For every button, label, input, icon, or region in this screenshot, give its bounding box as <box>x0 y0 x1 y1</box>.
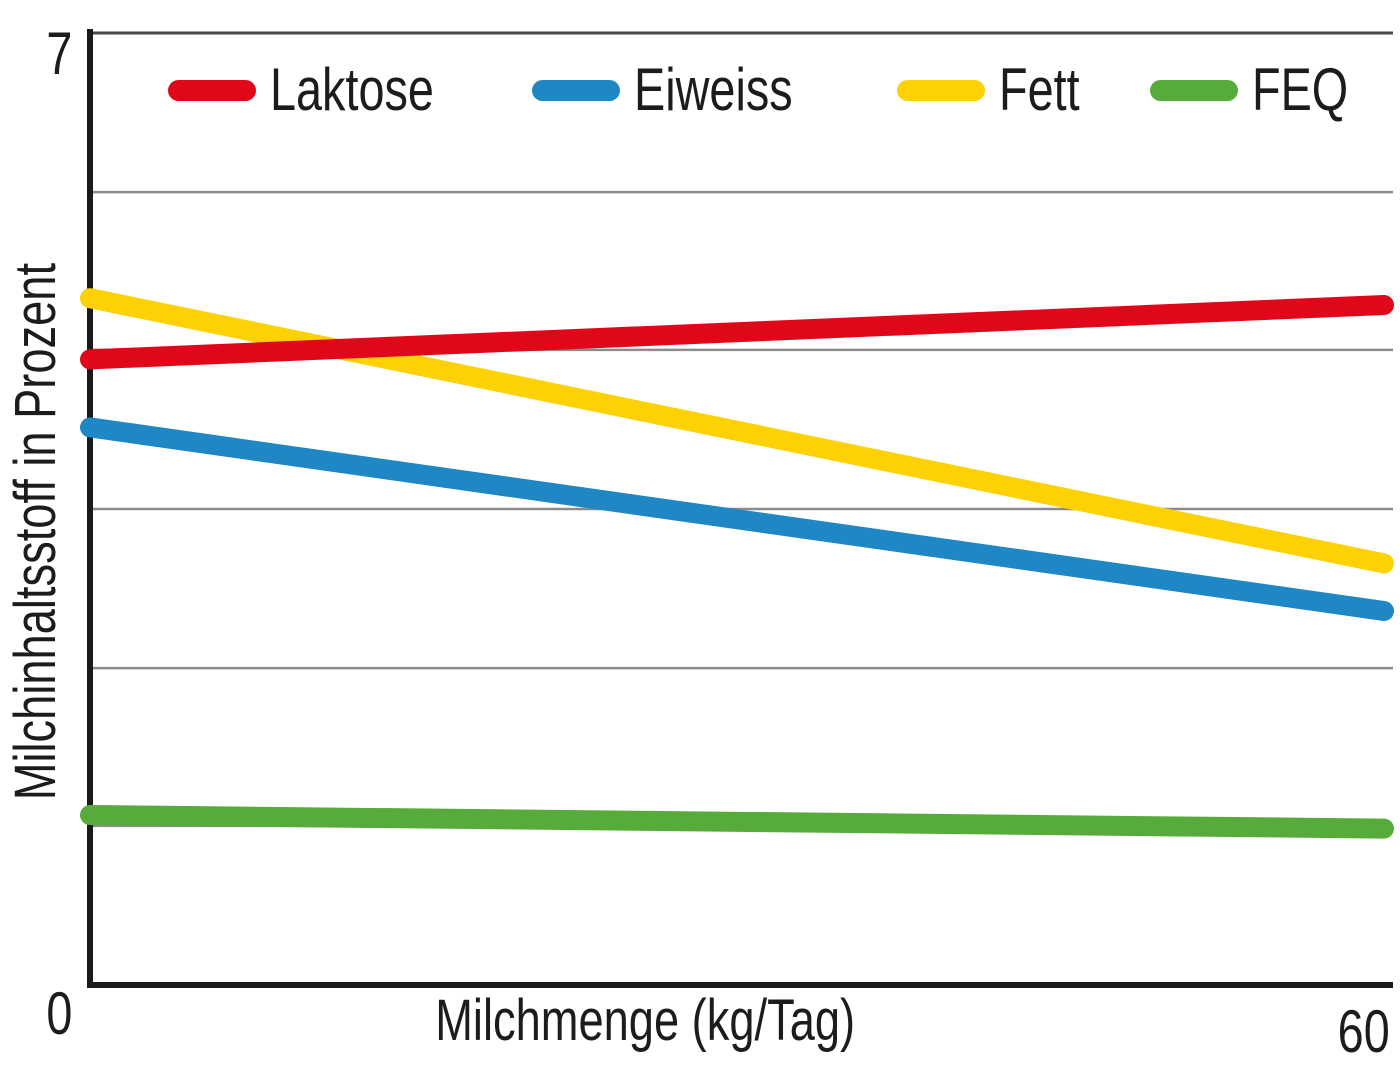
y-axis-title-text: Milchinhaltsstoff in Prozent <box>3 263 68 801</box>
origin-tick: 0 <box>14 984 72 1044</box>
y-axis-tick-max: 7 <box>14 24 72 84</box>
x-axis-tick-max: 60 <box>1304 1002 1390 1062</box>
legend-swatch-eiweiss <box>532 79 620 101</box>
legend-label-fett: Fett <box>999 56 1080 123</box>
y-axis-title: Milchinhaltsstoff in Prozent <box>3 182 68 882</box>
legend-item-feq: FEQ <box>1150 54 1375 126</box>
legend-swatch-feq <box>1150 79 1238 101</box>
legend: Laktose Eiweiss Fett FEQ <box>0 0 1400 140</box>
eiweiss-line <box>80 417 1394 621</box>
legend-label-feq: FEQ <box>1252 56 1349 123</box>
legend-item-fett: Fett <box>897 54 1102 126</box>
x-axis-title-text: Milchmenge (kg/Tag) <box>435 988 855 1053</box>
legend-swatch-fett <box>897 79 985 101</box>
origin-tick-text: 0 <box>45 980 72 1047</box>
legend-label-laktose: Laktose <box>270 56 434 123</box>
y-axis-tick-max-text: 7 <box>45 20 72 87</box>
legend-label-eiweiss: Eiweiss <box>634 56 793 123</box>
legend-item-laktose: Laktose <box>168 54 480 126</box>
feq-line <box>80 805 1394 839</box>
legend-swatch-laktose <box>168 79 256 101</box>
legend-item-eiweiss: Eiweiss <box>532 54 837 126</box>
laktose-line <box>80 295 1394 370</box>
x-axis-tick-max-text: 60 <box>1337 998 1390 1065</box>
x-axis-title: Milchmenge (kg/Tag) <box>345 992 945 1050</box>
